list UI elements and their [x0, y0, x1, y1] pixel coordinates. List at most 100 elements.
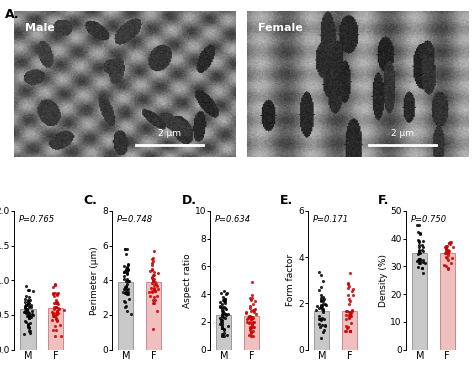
Point: [250, 309, 257, 315]
Point: [317, 292, 325, 298]
Point: [124, 262, 131, 268]
Point: [27, 330, 34, 336]
Point: [219, 310, 227, 317]
Point: [52, 300, 60, 306]
Point: [124, 278, 131, 284]
Point: [53, 304, 60, 310]
Text: Male: Male: [25, 23, 55, 33]
Point: [28, 311, 36, 317]
Point: [447, 241, 454, 247]
Point: [125, 278, 133, 284]
Point: [318, 297, 325, 303]
Point: [442, 245, 450, 251]
Point: [319, 301, 326, 307]
Point: [444, 250, 452, 256]
Point: [120, 298, 128, 304]
Point: [50, 326, 57, 332]
Point: [22, 310, 30, 316]
Point: [51, 323, 59, 329]
Point: [223, 290, 231, 296]
Point: [54, 318, 61, 324]
Point: [150, 285, 158, 291]
Point: [20, 309, 27, 315]
Point: [26, 328, 33, 334]
Point: [149, 326, 157, 332]
Point: [53, 311, 60, 317]
Point: [315, 313, 322, 319]
Point: [25, 323, 32, 329]
Point: [348, 307, 356, 314]
Point: [122, 284, 130, 290]
Point: [222, 312, 230, 318]
Point: [442, 263, 450, 269]
Point: [122, 304, 129, 310]
Y-axis label: Aspect ratio: Aspect ratio: [182, 253, 191, 307]
Point: [445, 240, 453, 246]
Point: [124, 268, 131, 274]
Point: [151, 247, 158, 253]
Point: [52, 290, 59, 296]
Point: [416, 256, 423, 263]
Point: [415, 247, 423, 253]
Point: [343, 307, 350, 314]
Text: 2 μm: 2 μm: [158, 129, 181, 138]
Point: [120, 273, 128, 279]
Point: [248, 314, 256, 320]
Point: [344, 285, 352, 291]
Point: [345, 314, 352, 320]
Point: [346, 311, 354, 317]
Point: [221, 296, 229, 302]
Point: [417, 231, 424, 237]
Point: [25, 302, 32, 308]
Point: [25, 315, 32, 321]
Point: [26, 314, 34, 320]
Point: [25, 312, 33, 318]
Point: [148, 256, 155, 262]
Point: [121, 246, 128, 252]
Point: [418, 242, 426, 248]
Point: [413, 258, 420, 264]
Point: [22, 303, 29, 309]
Point: [49, 291, 57, 297]
Point: [29, 288, 36, 294]
Point: [121, 290, 129, 296]
Point: [444, 249, 452, 255]
Point: [155, 270, 162, 276]
Point: [122, 252, 129, 258]
Point: [348, 308, 356, 314]
Bar: [342, 312, 357, 350]
Point: [127, 310, 134, 317]
Point: [124, 264, 131, 270]
Point: [25, 325, 32, 331]
Point: [219, 297, 227, 303]
Point: [26, 297, 34, 303]
Point: [349, 292, 357, 298]
Point: [246, 314, 254, 320]
Point: [122, 283, 130, 289]
Point: [122, 290, 130, 296]
Point: [252, 311, 260, 317]
Point: [246, 320, 253, 326]
Point: [346, 270, 354, 276]
Point: [54, 308, 61, 314]
Point: [346, 298, 354, 304]
Point: [246, 326, 254, 332]
Point: [218, 333, 226, 339]
Point: [150, 297, 157, 303]
Point: [120, 263, 128, 269]
Point: [419, 270, 426, 276]
Point: [414, 257, 422, 263]
Point: [150, 294, 158, 300]
Point: [51, 281, 59, 287]
Point: [124, 261, 131, 268]
Point: [440, 262, 448, 268]
Point: [124, 291, 131, 298]
Point: [317, 272, 324, 278]
Point: [317, 302, 325, 308]
Point: [316, 269, 323, 275]
Point: [217, 317, 225, 323]
Point: [123, 308, 131, 314]
Point: [249, 328, 256, 334]
Point: [148, 274, 156, 280]
Bar: [48, 308, 63, 350]
